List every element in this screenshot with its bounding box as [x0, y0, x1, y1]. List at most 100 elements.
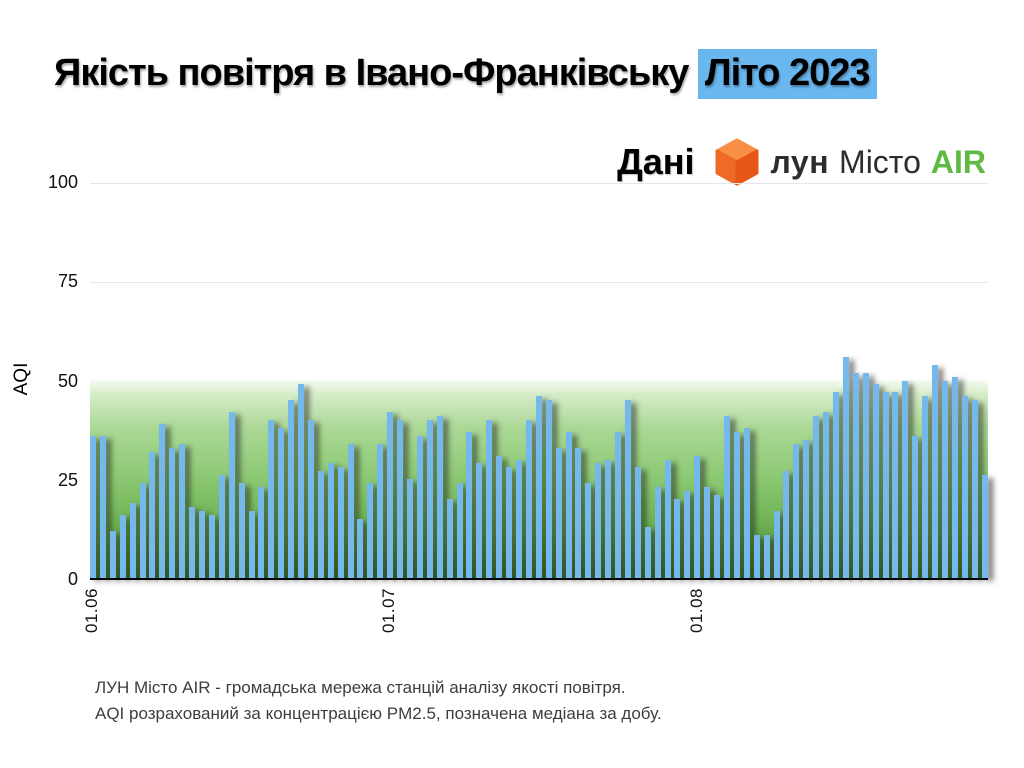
bar-day-77: [842, 356, 849, 578]
bar-day-22: [298, 384, 305, 578]
bar-day-18: [258, 487, 265, 578]
bar-day-56: [634, 467, 641, 578]
bar-day-15: [228, 412, 235, 578]
bar-day-87: [941, 380, 948, 578]
bar-day-65: [724, 416, 730, 578]
bar-day-4: [119, 514, 126, 578]
data-label: Дані: [617, 141, 695, 182]
bar-day-52: [595, 463, 602, 578]
bar-day-71: [783, 471, 790, 578]
bar-day-9: [169, 447, 176, 578]
bar-day-29: [367, 483, 374, 578]
bar-day-49: [565, 431, 572, 578]
bar-day-53: [605, 459, 612, 578]
bar-day-63: [704, 487, 711, 578]
bar-day-46: [535, 396, 542, 578]
bars-container: [90, 183, 988, 578]
bar-day-8: [159, 423, 166, 578]
bar-day-90: [971, 400, 978, 578]
bar-day-31: [387, 412, 394, 578]
bar-day-86: [932, 364, 939, 578]
x-tick-01.07: 01.07: [379, 588, 399, 634]
gridline-100: [90, 183, 988, 184]
bar-day-21: [288, 400, 295, 578]
bar-day-26: [337, 467, 344, 578]
brand-logo: лун Місто AIR: [771, 144, 987, 181]
bar-day-11: [189, 506, 196, 578]
bar-day-57: [644, 526, 651, 578]
gridline-75: [90, 282, 988, 284]
brand-misto: Місто: [839, 143, 921, 180]
bar-day-16: [238, 483, 245, 578]
cube-icon: [715, 138, 759, 186]
bar-day-84: [912, 435, 919, 578]
brand-air: AIR: [930, 143, 986, 180]
bar-day-73: [803, 439, 810, 578]
bar-day-80: [872, 384, 879, 578]
bar-day-69: [763, 534, 770, 578]
bar-day-61: [684, 491, 691, 578]
bar-day-14: [218, 475, 225, 578]
bar-day-24: [317, 471, 324, 578]
bar-day-7: [149, 451, 156, 578]
bar-day-89: [961, 396, 968, 578]
bar-day-38: [456, 483, 463, 578]
bar-day-66: [733, 431, 740, 578]
bar-day-1: [90, 435, 96, 578]
bar-day-6: [139, 483, 146, 578]
bar-day-28: [357, 518, 364, 578]
bar-day-23: [307, 420, 314, 578]
bar-day-48: [555, 447, 562, 578]
bar-day-17: [248, 510, 255, 578]
bar-day-75: [823, 412, 830, 578]
bar-day-34: [416, 435, 423, 578]
bar-day-76: [832, 392, 839, 578]
bar-day-70: [773, 510, 780, 578]
y-tick-25: 25: [57, 469, 78, 490]
bar-day-68: [753, 534, 760, 578]
y-tick-75: 75: [57, 271, 78, 292]
bar-day-5: [129, 502, 136, 578]
bar-day-45: [525, 420, 532, 578]
bar-day-54: [615, 431, 622, 578]
bar-day-10: [179, 443, 186, 578]
bar-day-91: [981, 475, 988, 578]
bar-day-2: [99, 435, 106, 578]
data-attribution: Дані лун Місто AIR: [617, 136, 986, 188]
bar-day-47: [545, 400, 552, 578]
footer-note: ЛУН Місто AIR - громадська мережа станці…: [95, 675, 662, 726]
bar-day-85: [922, 396, 929, 578]
bar-day-41: [486, 420, 493, 578]
bar-day-43: [506, 467, 513, 578]
bar-day-35: [426, 420, 433, 578]
bar-day-3: [109, 530, 116, 578]
bar-day-27: [347, 443, 354, 578]
bar-day-42: [496, 455, 503, 578]
x-tick-01.08: 01.08: [686, 588, 706, 634]
bar-day-62: [694, 455, 701, 578]
bar-day-30: [377, 443, 384, 578]
y-tick-50: 50: [57, 370, 78, 391]
bar-day-51: [585, 483, 592, 578]
bar-day-74: [813, 416, 820, 578]
bar-day-19: [268, 420, 275, 578]
bar-day-36: [436, 416, 443, 578]
bar-day-72: [793, 443, 800, 578]
bar-day-82: [892, 392, 899, 578]
brand-lun: лун: [770, 143, 830, 180]
bar-day-33: [407, 479, 413, 578]
bar-day-25: [327, 463, 334, 578]
bar-day-37: [446, 499, 453, 578]
page-title: Якість повітря в Івано-Франківську Літо …: [54, 49, 1004, 99]
bar-day-81: [882, 392, 889, 578]
bar-day-78: [852, 372, 859, 578]
bar-day-60: [674, 499, 681, 578]
bar-day-79: [862, 372, 869, 578]
bar-day-39: [466, 431, 473, 578]
bar-day-88: [951, 376, 958, 578]
bar-day-50: [575, 447, 582, 578]
bar-day-55: [624, 400, 631, 578]
y-tick-0: 0: [67, 569, 78, 589]
bar-day-59: [664, 459, 671, 578]
